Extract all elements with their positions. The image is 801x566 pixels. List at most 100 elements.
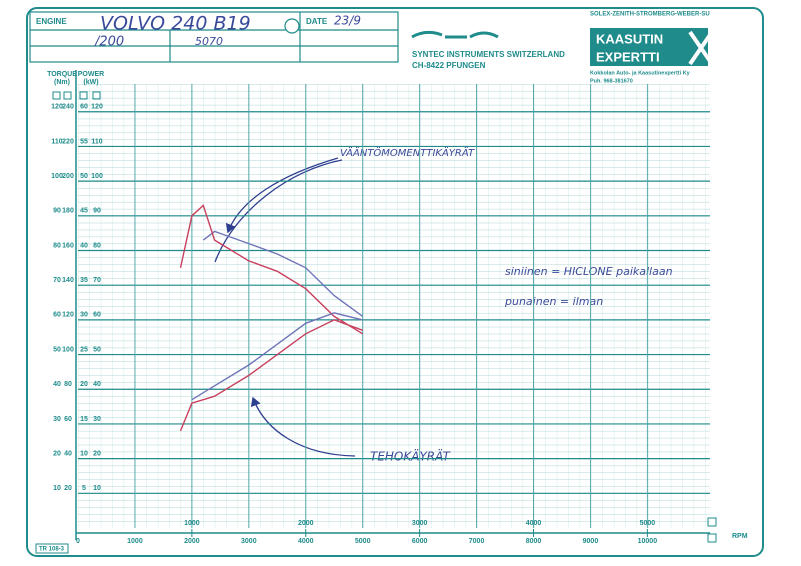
y-tick-label: 120	[51, 104, 63, 111]
field-1: /200	[94, 35, 124, 50]
power-label: POWER	[78, 71, 104, 78]
x-tick-label: 2000	[184, 538, 200, 545]
x-tick-label: 0	[76, 538, 80, 545]
y-tick-label: 240	[62, 104, 74, 111]
torque-label: TORQUE	[47, 71, 77, 78]
header	[29, 11, 714, 66]
y-tick-label: 40	[53, 381, 61, 388]
y-tick-label: 110	[51, 138, 62, 145]
y-tick-label: 50	[53, 346, 61, 353]
y-tick-label: 80	[93, 242, 101, 249]
y-tick-label: 40	[80, 242, 88, 249]
date-value: 23/9	[334, 14, 361, 28]
x2-tick-label: 5000	[640, 520, 656, 527]
y-tick-label: 220	[62, 138, 74, 145]
x-tick-label: 1000	[127, 538, 143, 545]
y-tick-label: 45	[80, 208, 88, 215]
annotation: VÄÄNTÖMOMENTTIKÄYRÄT	[340, 146, 475, 159]
arrow	[250, 396, 356, 457]
y-tick-label: 80	[53, 242, 61, 249]
y-tick-label: 90	[53, 208, 61, 215]
y-tick-label: 30	[80, 312, 88, 319]
engine-label: ENGINE	[36, 17, 67, 26]
curve	[179, 319, 363, 432]
company: Kokkolan Auto- ja Kaasutinexpertti Ky	[590, 70, 691, 76]
y-tick-label: 5	[82, 485, 86, 492]
y-tick-label: 180	[62, 208, 74, 215]
x2-tick-label: 3000	[412, 520, 428, 527]
box	[79, 91, 88, 100]
arrow	[225, 157, 339, 234]
y-tick-label: 90	[93, 208, 101, 215]
minor-grid	[78, 84, 710, 528]
annotation: TEHOKÄYRÄT	[370, 449, 451, 464]
y-tick-label: 80	[64, 381, 72, 388]
x-tick-label: 9000	[583, 538, 599, 545]
y-tick-label: 20	[64, 485, 72, 492]
logo-top: KAASUTIN	[596, 31, 663, 46]
x-tick-label: 4000	[298, 538, 314, 545]
y-tick-label: 70	[93, 277, 101, 284]
maker: SYNTEC INSTRUMENTS SWITZERLAND	[412, 50, 565, 59]
y-tick-label: 15	[80, 416, 88, 423]
form-code-box	[35, 543, 69, 554]
box	[52, 91, 61, 100]
maker-address: CH-8422 PFUNGEN	[412, 61, 486, 70]
legend-entry: siniinen = HICLONE paikallaan	[505, 265, 673, 278]
y-tick-label: 120	[62, 312, 74, 319]
y-tick-label: 20	[93, 450, 101, 457]
y-tick-label: 60	[93, 312, 101, 319]
brands: SOLEX-ZENITH-STROMBERG-WEBER-SU	[590, 12, 710, 18]
y-tick-label: 55	[80, 138, 88, 145]
y-tick-label: 60	[80, 104, 88, 111]
y-tick-label: 50	[93, 346, 101, 353]
y-tick-label: 100	[91, 173, 103, 180]
curve	[202, 230, 364, 317]
box	[63, 91, 72, 100]
box	[92, 91, 101, 100]
x-tick-label: 8000	[526, 538, 542, 545]
x-tick-label: 3000	[241, 538, 257, 545]
x2-tick-label: 1000	[184, 520, 200, 527]
y-tick-label: 60	[53, 312, 61, 319]
arrow	[214, 159, 343, 263]
y-tick-label: 10	[93, 485, 101, 492]
y-tick-label: 60	[64, 416, 72, 423]
y-tick-label: 40	[64, 450, 72, 457]
box	[707, 533, 717, 543]
y-tick-label: 30	[93, 416, 101, 423]
sheet-border	[26, 7, 764, 557]
y-tick-label: 20	[53, 450, 61, 457]
field-2: 5070	[195, 35, 223, 48]
y-tick-label: 50	[80, 173, 88, 180]
power-unit: (kW)	[83, 79, 98, 86]
y-tick-label: 160	[62, 242, 74, 249]
x2-tick-label: 4000	[526, 520, 542, 527]
form-code: TR 108-3	[39, 547, 65, 553]
y-tick-label: 110	[91, 138, 102, 145]
y-tick-label: 40	[93, 381, 101, 388]
y-tick-label: 30	[53, 416, 61, 423]
y-tick-label: 20	[80, 381, 88, 388]
legend-entry: punainen = ilman	[504, 295, 603, 308]
y-tick-label: 100	[62, 346, 74, 353]
y-tick-label: 120	[91, 104, 103, 111]
y-tick-label: 35	[80, 277, 88, 284]
curve	[179, 204, 364, 335]
box	[707, 517, 717, 527]
y-tick-label: 70	[53, 277, 61, 284]
x-label: RPM	[732, 533, 748, 540]
y-tick-label: 10	[53, 485, 61, 492]
x2-tick-label: 2000	[298, 520, 314, 527]
x-tick-label: 5000	[355, 538, 371, 545]
y-tick-label: 10	[80, 450, 88, 457]
engine-value: VOLVO 240 B19	[100, 13, 251, 35]
x-tick-label: 10000	[638, 538, 658, 545]
phone: Puh. 968-381670	[590, 78, 633, 84]
logo-bottom: EXPERTTI	[596, 49, 660, 64]
date-label: DATE	[306, 17, 328, 26]
y-tick-label: 200	[62, 173, 74, 180]
y-tick-label: 25	[80, 346, 88, 353]
x-tick-label: 6000	[412, 538, 428, 545]
